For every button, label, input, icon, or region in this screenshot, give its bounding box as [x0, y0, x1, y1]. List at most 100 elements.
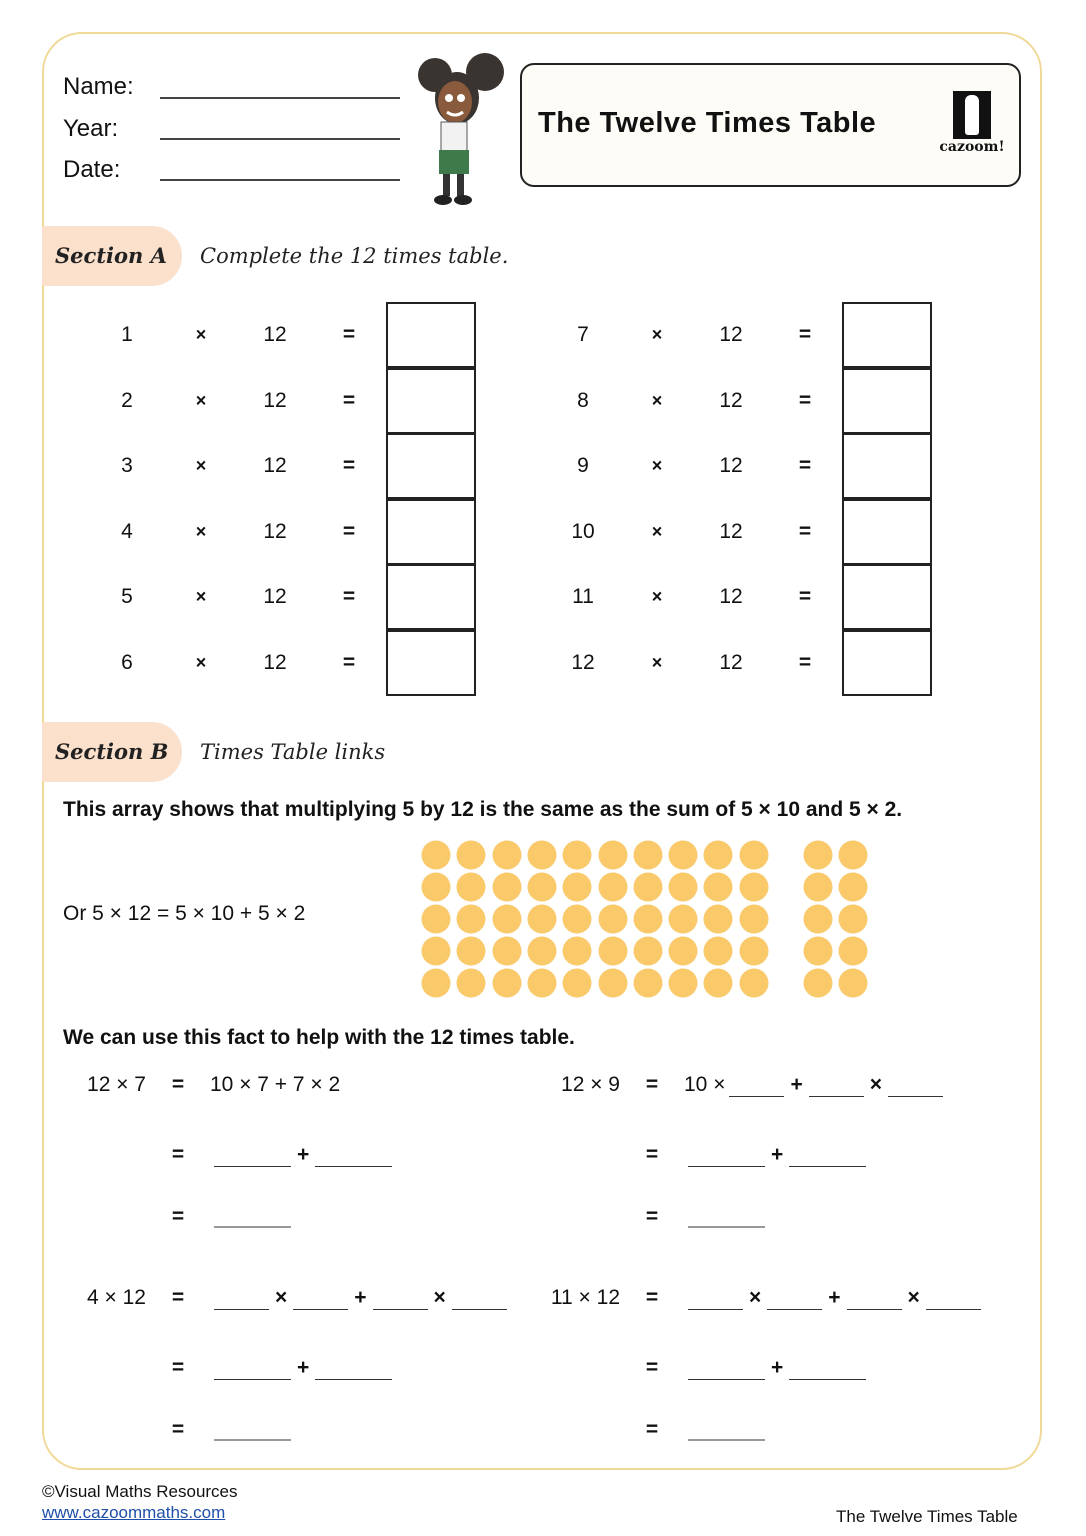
multiplier: 12	[263, 454, 287, 478]
date-field[interactable]	[160, 179, 400, 181]
answer-blank[interactable]	[688, 1146, 765, 1167]
equals-sign: =	[342, 651, 356, 674]
section-a-instruction: Complete the 12 times table.	[200, 244, 509, 268]
operator: ×	[869, 1073, 882, 1096]
times-sign: ×	[195, 586, 207, 607]
expression	[210, 1207, 295, 1228]
answer-box[interactable]	[842, 630, 932, 696]
times-sign: ×	[195, 652, 207, 673]
answer-box[interactable]	[842, 433, 932, 500]
dot	[562, 936, 592, 966]
answer-blank[interactable]	[808, 1076, 864, 1097]
dot	[421, 968, 451, 998]
answer-blank[interactable]	[315, 1146, 393, 1167]
dot	[421, 840, 451, 870]
answer-blank[interactable]	[315, 1359, 393, 1380]
answer-box[interactable]	[386, 433, 476, 500]
answer-blank[interactable]	[451, 1289, 507, 1310]
dot	[739, 840, 769, 870]
multiplier: 12	[263, 388, 287, 412]
dot	[562, 872, 592, 902]
expression: +	[684, 1356, 870, 1380]
dot	[492, 840, 522, 870]
answer-blank[interactable]	[688, 1420, 765, 1441]
name-label: Name:	[63, 73, 134, 100]
answer-blank[interactable]	[767, 1289, 823, 1310]
dot	[703, 936, 733, 966]
answer-box[interactable]	[842, 302, 932, 368]
answer-blank[interactable]	[688, 1359, 765, 1380]
year-field[interactable]	[160, 138, 400, 140]
answer-box[interactable]	[386, 367, 476, 434]
operator: ×	[749, 1286, 762, 1309]
expression: × + ×	[210, 1286, 511, 1310]
dot	[838, 968, 868, 998]
dot	[668, 840, 698, 870]
answer-box[interactable]	[386, 302, 476, 368]
name-field[interactable]	[160, 97, 400, 99]
multiplier: 12	[263, 651, 287, 674]
multiplicand: 1	[121, 323, 133, 346]
answer-blank[interactable]	[688, 1207, 765, 1228]
answer-blank[interactable]	[789, 1359, 867, 1380]
answer-blank[interactable]	[789, 1146, 867, 1167]
answer-box[interactable]	[842, 498, 932, 565]
expression	[684, 1420, 769, 1441]
multiplier: 12	[263, 585, 287, 609]
operator: ×	[907, 1286, 920, 1309]
answer-blank[interactable]	[214, 1289, 269, 1310]
answer-blank[interactable]	[214, 1207, 291, 1228]
times-sign: ×	[651, 586, 663, 607]
equals-sign: =	[645, 1143, 659, 1166]
answer-blank[interactable]	[688, 1289, 743, 1310]
answer-box[interactable]	[386, 564, 476, 631]
expression	[210, 1420, 295, 1441]
answer-box[interactable]	[386, 498, 476, 565]
girl-character-illustration	[418, 53, 504, 205]
operator: +	[297, 1356, 310, 1379]
problem-label: 11 × 12	[550, 1286, 620, 1309]
multiplicand: 12	[571, 651, 595, 674]
dot	[598, 840, 627, 870]
equals-sign: =	[171, 1205, 185, 1228]
dot	[492, 904, 522, 934]
multiplier: 12	[719, 454, 743, 478]
section-b-label: Section B	[55, 739, 169, 764]
multiplicand: 9	[577, 454, 589, 478]
multiplicand: 7	[577, 323, 589, 346]
dot	[703, 968, 733, 998]
dot	[703, 872, 733, 902]
answer-blank[interactable]	[888, 1076, 943, 1097]
multiplier: 12	[263, 323, 287, 346]
equals-sign: =	[645, 1205, 659, 1228]
answer-blank[interactable]	[293, 1289, 349, 1310]
answer-box[interactable]	[842, 367, 932, 434]
section-a-label: Section A	[55, 243, 167, 268]
answer-box[interactable]	[386, 630, 476, 696]
multiplicand: 6	[121, 651, 133, 674]
dot	[456, 840, 486, 870]
dot	[633, 936, 663, 966]
dot	[527, 936, 557, 966]
answer-blank[interactable]	[214, 1359, 291, 1380]
answer-blank[interactable]	[214, 1146, 291, 1167]
answer-blank[interactable]	[729, 1076, 785, 1097]
logo-text: cazoom!	[939, 139, 1005, 155]
dot	[456, 968, 486, 998]
operator: +	[354, 1286, 367, 1309]
dot	[668, 872, 698, 902]
dot	[668, 968, 698, 998]
answer-box[interactable]	[842, 564, 932, 631]
dot	[668, 936, 698, 966]
expression-text: 10 × 7 + 7 × 2	[210, 1073, 341, 1096]
answer-blank[interactable]	[925, 1289, 981, 1310]
equals-sign: =	[645, 1286, 659, 1309]
answer-blank[interactable]	[846, 1289, 902, 1310]
operator: ×	[275, 1286, 288, 1309]
answer-blank[interactable]	[372, 1289, 428, 1310]
dot	[562, 840, 592, 870]
dot	[527, 904, 557, 934]
answer-blank[interactable]	[214, 1420, 291, 1441]
website-link[interactable]: www.cazoommaths.com	[42, 1503, 226, 1522]
multiplicand: 3	[121, 454, 133, 478]
